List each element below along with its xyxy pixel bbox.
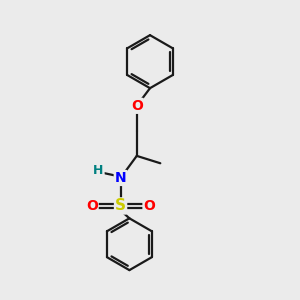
Text: N: N [115, 171, 126, 185]
Text: S: S [115, 198, 126, 213]
Text: O: O [86, 199, 98, 213]
Text: H: H [93, 164, 104, 177]
Text: O: O [131, 99, 143, 113]
Text: O: O [143, 199, 155, 213]
